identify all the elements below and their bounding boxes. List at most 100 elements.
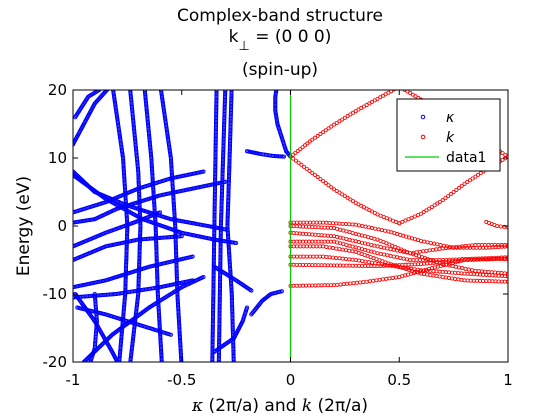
kappa-point: [275, 86, 278, 89]
title-k-symbol: k: [228, 27, 239, 47]
k-point: [462, 181, 467, 186]
k-point: [398, 85, 401, 88]
k-point: [385, 253, 390, 258]
k-point: [331, 122, 336, 127]
k-point: [330, 221, 335, 226]
k-point: [411, 257, 416, 262]
k-point: [330, 255, 335, 260]
k-point: [437, 274, 442, 279]
k-point: [503, 152, 508, 157]
k-point: [300, 145, 305, 150]
kappa-curve-1: [244, 149, 287, 159]
kappa-curve-24: [212, 305, 250, 354]
k-point: [361, 280, 366, 285]
k-point: [422, 261, 427, 266]
k-point: [371, 278, 376, 283]
kappa-point: [273, 106, 278, 112]
k-point: [498, 256, 503, 261]
k-point: [315, 175, 320, 180]
k-point: [403, 218, 408, 223]
k-point: [310, 170, 315, 175]
kappa-point: [117, 364, 120, 367]
k-point: [314, 254, 319, 259]
k-point: [353, 222, 358, 227]
kappa-point: [223, 227, 228, 232]
k-point: [369, 235, 374, 240]
k-point: [372, 250, 377, 255]
kappa-point: [115, 360, 120, 362]
y-tick-label: -20: [43, 353, 68, 371]
kappa-curve-2: [249, 289, 284, 317]
kappa-point: [273, 100, 278, 105]
x-tick-label: 1: [503, 371, 513, 389]
k-point: [341, 228, 346, 233]
k-point: [428, 273, 433, 278]
k-point: [434, 274, 439, 279]
chart-title-line1: Complex-band structure: [176, 6, 384, 26]
k-point: [395, 90, 398, 91]
kappa-point: [179, 234, 184, 239]
k-point: [345, 195, 350, 200]
k-point: [408, 251, 413, 256]
chart-title-line3: (spin-up): [241, 60, 319, 80]
k-point: [291, 244, 296, 249]
k-point: [498, 224, 503, 229]
k-point: [304, 166, 309, 171]
k-curve-8: [288, 254, 508, 279]
legend-marker-0: [420, 114, 426, 120]
kappa-point: [275, 84, 278, 87]
k-point: [440, 260, 445, 265]
k-point: [350, 244, 355, 249]
k-point: [291, 254, 296, 259]
kappa-point: [128, 364, 131, 367]
k-point: [465, 180, 470, 185]
kappa-point: [276, 83, 279, 86]
k-point: [324, 244, 329, 249]
k-curve-12: [484, 219, 508, 230]
k-point: [350, 257, 355, 262]
k-point: [338, 241, 343, 246]
kappa-point: [273, 97, 278, 102]
k-point: [358, 280, 363, 285]
k-point: [331, 234, 336, 239]
k-point: [311, 254, 316, 259]
k-point: [476, 269, 481, 274]
k-point: [345, 281, 350, 286]
kappa-point: [223, 179, 228, 184]
k-point: [495, 256, 500, 261]
kappa-point: [88, 363, 91, 366]
title-k-value: = (0 0 0): [249, 27, 332, 47]
k-point: [331, 187, 336, 192]
kappa-curve-20: [73, 254, 195, 290]
k-point: [293, 158, 298, 163]
k-point: [495, 223, 500, 228]
k-point: [366, 235, 371, 240]
k-point: [418, 211, 423, 216]
k-point: [302, 143, 307, 148]
k-point: [350, 230, 355, 235]
k-curve-1: [288, 154, 402, 226]
k-point: [348, 112, 353, 117]
kappa-point: [159, 83, 162, 86]
k-point: [317, 254, 322, 259]
kappa-curve-23: [75, 305, 173, 337]
k-point: [334, 255, 339, 260]
kappa-point: [230, 82, 233, 85]
k-point: [350, 249, 355, 254]
k-point: [351, 199, 356, 204]
kappa-point: [117, 364, 120, 367]
legend-label-2: data1: [446, 150, 486, 166]
k-point: [398, 85, 401, 88]
legend-label-1: k: [446, 130, 455, 146]
kappa-point: [118, 365, 121, 368]
k-point: [324, 220, 329, 225]
kappa-point: [211, 363, 214, 366]
k-point: [451, 189, 456, 194]
k-point: [327, 255, 332, 260]
x-axis-label: κ (2π/a) and k (2π/a): [0, 396, 560, 416]
kappa-curve-17: [73, 169, 206, 215]
k-point: [492, 243, 497, 248]
k-point: [321, 130, 326, 135]
k-point: [314, 244, 319, 249]
